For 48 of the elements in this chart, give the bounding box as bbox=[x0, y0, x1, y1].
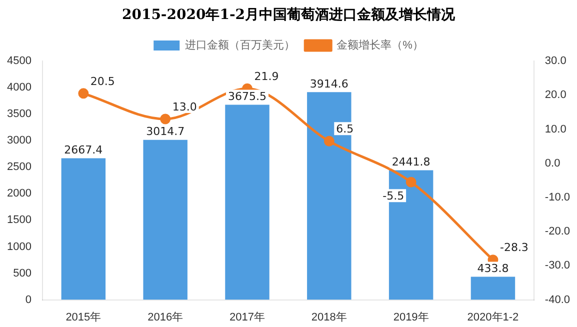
chart-title: 2015-2020年1-2月中国葡萄酒进口金额及增长情况 bbox=[120, 6, 456, 25]
y2-tick-label: -30.0 bbox=[544, 260, 570, 272]
bar bbox=[225, 104, 270, 300]
data-label: 2667.4 bbox=[64, 144, 103, 157]
bar bbox=[307, 92, 352, 300]
point bbox=[78, 88, 89, 99]
data-label: 13.0 bbox=[172, 100, 197, 114]
y-tick-label: 3000 bbox=[6, 134, 32, 147]
data-label: 6.5 bbox=[336, 122, 354, 136]
y2-tick-label: 30.0 bbox=[544, 55, 566, 68]
bar bbox=[61, 158, 106, 300]
data-label: 20.5 bbox=[90, 74, 115, 88]
point bbox=[324, 136, 334, 146]
y-tick-label: 3500 bbox=[6, 108, 32, 120]
x-tick-label: 2015年 bbox=[66, 311, 102, 324]
bar bbox=[143, 140, 188, 300]
y-tick-label: 1000 bbox=[6, 240, 32, 253]
data-label: -28.3 bbox=[500, 241, 528, 254]
y-tick-label: 2500 bbox=[6, 161, 32, 174]
y-tick-label: 4000 bbox=[6, 82, 32, 94]
data-label: 433.8 bbox=[477, 262, 509, 276]
y-tick-label: 500 bbox=[13, 267, 32, 280]
data-label: 3675.5 bbox=[228, 90, 266, 104]
y2-tick-label: 20.0 bbox=[544, 89, 566, 102]
data-label: 3914.6 bbox=[310, 77, 348, 90]
x-tick-label: 2016年 bbox=[148, 311, 184, 324]
legend-label: 金额增长率（%） bbox=[336, 38, 424, 52]
data-label: -5.5 bbox=[382, 189, 404, 202]
data-label: 2441.8 bbox=[392, 156, 430, 169]
y-tick-label: 2000 bbox=[6, 188, 32, 200]
point bbox=[406, 176, 416, 188]
point bbox=[160, 114, 171, 124]
x-tick-label: 2019年 bbox=[393, 311, 429, 324]
y2-tick-label: -40.0 bbox=[544, 294, 570, 306]
y2-tick-label: 10.0 bbox=[544, 123, 566, 136]
y-tick-label: 4500 bbox=[6, 55, 32, 68]
x-tick-label: 2018年 bbox=[311, 311, 347, 324]
y2-tick-label: 0.0 bbox=[544, 157, 560, 170]
bar bbox=[470, 276, 516, 300]
y-tick-label: 0 bbox=[25, 294, 32, 306]
data-label: 3014.7 bbox=[146, 125, 185, 138]
x-tick-label: 2020年1-2 bbox=[467, 311, 519, 324]
y2-tick-label: -20.0 bbox=[544, 226, 570, 238]
legend-label: 进口金额（百万美元） bbox=[185, 38, 296, 52]
x-tick-label: 2017年 bbox=[230, 311, 265, 324]
data-label: 21.9 bbox=[254, 70, 279, 83]
y2-tick-label: -10.0 bbox=[544, 191, 570, 204]
y-tick-label: 1500 bbox=[6, 214, 32, 226]
